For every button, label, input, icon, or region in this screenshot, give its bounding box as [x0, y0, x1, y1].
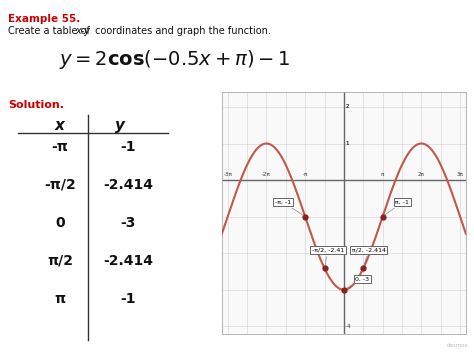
- Text: -π/2: -π/2: [44, 178, 76, 192]
- Text: -π/2, -2.41: -π/2, -2.41: [312, 247, 344, 266]
- Text: -π: -π: [52, 140, 68, 154]
- Text: 2: 2: [346, 104, 349, 109]
- Text: -1: -1: [120, 292, 136, 306]
- Text: -2.414: -2.414: [103, 178, 153, 192]
- Text: 0, -3: 0, -3: [346, 276, 369, 288]
- Text: -π: -π: [302, 172, 308, 177]
- Text: π: π: [55, 292, 65, 306]
- Text: -π, -1: -π, -1: [275, 200, 303, 215]
- Text: coordinates and graph the function.: coordinates and graph the function.: [92, 26, 271, 36]
- Text: 2: 2: [346, 104, 349, 109]
- Text: 3π: 3π: [456, 172, 464, 177]
- Text: x-y: x-y: [75, 26, 90, 36]
- Text: -3π: -3π: [223, 172, 232, 177]
- Text: Create a table of: Create a table of: [8, 26, 93, 36]
- Text: -2π: -2π: [262, 172, 271, 177]
- Text: π/2: π/2: [47, 254, 73, 268]
- Text: 1: 1: [346, 141, 349, 146]
- Text: 2π: 2π: [418, 172, 425, 177]
- Text: Solution.: Solution.: [8, 100, 64, 110]
- Text: 1: 1: [346, 141, 349, 146]
- Text: x: x: [55, 118, 65, 133]
- Text: π: π: [381, 172, 384, 177]
- Text: y: y: [115, 118, 125, 133]
- Text: π, -1: π, -1: [385, 200, 409, 215]
- Text: -1: -1: [120, 140, 136, 154]
- Text: -4: -4: [346, 324, 351, 329]
- Text: -3: -3: [120, 216, 136, 230]
- Text: 0: 0: [55, 216, 65, 230]
- Text: π/2, -2.414: π/2, -2.414: [352, 247, 385, 266]
- Text: Example 55.: Example 55.: [8, 14, 80, 24]
- Text: desmos: desmos: [447, 343, 468, 348]
- Text: $y = 2\mathbf{cos}(-0.5x + \pi) - 1$: $y = 2\mathbf{cos}(-0.5x + \pi) - 1$: [59, 48, 291, 71]
- Text: -2.414: -2.414: [103, 254, 153, 268]
